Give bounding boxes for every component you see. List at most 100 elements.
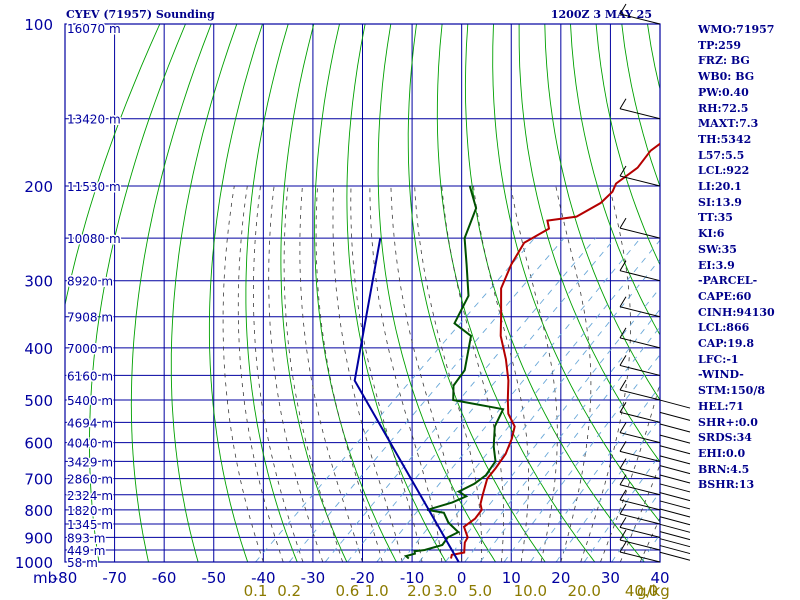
wind-barb-flag bbox=[619, 402, 627, 413]
dry-adiabat bbox=[170, 24, 238, 562]
chart-title: CYEV (71957) Sounding bbox=[66, 8, 215, 21]
stat-line: TT:35 bbox=[698, 211, 733, 225]
stat-line: -PARCEL- bbox=[698, 274, 758, 288]
height-label: 10080 m bbox=[67, 232, 121, 246]
wind-barb-icon bbox=[659, 523, 691, 533]
stat-line: MAXT:7.3 bbox=[698, 117, 759, 131]
dry-adiabat bbox=[407, 24, 546, 562]
mixing-ratio-line bbox=[479, 326, 660, 562]
stat-line: RH:72.5 bbox=[698, 101, 749, 115]
height-label: 449 m bbox=[67, 544, 105, 558]
moist-adiabat bbox=[473, 185, 529, 562]
stat-line: -WIND- bbox=[698, 368, 744, 382]
temperature-tick-label: 40 bbox=[650, 569, 669, 587]
pressure-label: 300 bbox=[24, 273, 53, 291]
temperature-tick-label: -50 bbox=[202, 569, 227, 587]
dry-adiabat bbox=[436, 24, 596, 562]
moist-adiabat bbox=[369, 186, 443, 562]
dry-adiabat bbox=[314, 24, 397, 562]
mixing-ratio-line bbox=[376, 237, 641, 562]
parcel-trace bbox=[353, 237, 460, 562]
pressure-unit-label: mb bbox=[33, 569, 57, 587]
wind-barb-icon bbox=[659, 465, 691, 475]
stat-line: TP:259 bbox=[698, 38, 742, 52]
wind-barb-icon bbox=[659, 516, 691, 526]
dry-adiabat bbox=[346, 24, 447, 562]
temperature-trace bbox=[450, 142, 660, 559]
stat-line: LFC:-1 bbox=[698, 352, 739, 366]
moist-adiabat bbox=[600, 381, 660, 562]
mixing-ratio-label: 10.0 bbox=[514, 582, 547, 600]
mixing-ratio-label: 0.1 bbox=[244, 582, 268, 600]
wind-barb-icon bbox=[659, 531, 691, 541]
wind-barb-flag bbox=[619, 355, 627, 366]
moist-adiabat bbox=[390, 185, 463, 562]
height-label: 2324 m bbox=[67, 489, 113, 503]
wind-barb-icon bbox=[619, 551, 661, 563]
wind-barb-flag bbox=[619, 327, 627, 339]
mixing-ratio-line bbox=[583, 453, 660, 562]
mixing-ratio-label: 3.0 bbox=[433, 582, 457, 600]
height-label: 5400 m bbox=[67, 394, 113, 408]
stat-line: WMO:71957 bbox=[698, 23, 775, 36]
wind-barb-flag bbox=[619, 422, 627, 433]
mixing-ratio-line bbox=[324, 237, 596, 562]
wind-barb-icon bbox=[619, 270, 661, 282]
height-label: 7000 m bbox=[67, 342, 113, 356]
wind-barb-flag bbox=[619, 529, 627, 541]
wind-barb-icon bbox=[659, 445, 691, 455]
height-label: 16070 m bbox=[67, 22, 121, 36]
stat-line: KI:6 bbox=[698, 227, 725, 241]
height-label: 7908 m bbox=[67, 311, 113, 325]
wind-barb-flag bbox=[619, 379, 627, 391]
mixing-ratio-line bbox=[347, 237, 616, 562]
stat-line: CINH:94130 bbox=[698, 305, 775, 319]
moist-adiabat bbox=[299, 185, 363, 562]
mixing-ratio-line bbox=[400, 239, 660, 562]
temperature-tick-label: 30 bbox=[601, 569, 620, 587]
pressure-label: 900 bbox=[24, 529, 53, 547]
pressure-label: 500 bbox=[24, 392, 53, 410]
height-label: 58 m bbox=[67, 556, 98, 570]
temperature-tick-label: -20 bbox=[350, 569, 375, 587]
wind-barbs bbox=[619, 3, 691, 563]
series-group bbox=[353, 142, 660, 562]
wind-barb-icon bbox=[659, 551, 691, 561]
height-label: 13420 m bbox=[67, 113, 121, 127]
wind-barb-icon bbox=[619, 468, 661, 480]
height-label: 8920 m bbox=[67, 275, 113, 289]
wind-barb-icon bbox=[659, 483, 691, 493]
stat-line: BSHR:13 bbox=[698, 478, 755, 492]
mixing-ratio-line bbox=[288, 237, 565, 562]
stat-line: BRN:4.5 bbox=[698, 462, 750, 476]
moist-adiabat bbox=[315, 185, 383, 562]
temperature-tick-label: -70 bbox=[102, 569, 127, 587]
height-label: 2860 m bbox=[67, 473, 113, 487]
height-label: 893 m bbox=[67, 531, 105, 545]
stat-line: TH:5342 bbox=[698, 132, 752, 146]
moist-adiabat bbox=[283, 185, 344, 562]
dry-adiabat bbox=[130, 24, 212, 562]
pressure-label: 200 bbox=[24, 178, 53, 196]
mixing-ratio-line bbox=[530, 385, 660, 562]
moist-adiabat bbox=[441, 185, 504, 562]
wind-barb-flag bbox=[619, 165, 627, 177]
wind-barb-icon bbox=[619, 499, 661, 511]
wind-barb-flag bbox=[619, 217, 627, 229]
stat-line: EI:3.9 bbox=[698, 258, 735, 272]
temperature-tick-label: -80 bbox=[53, 569, 78, 587]
dry-adiabat bbox=[492, 24, 660, 523]
stat-line: SI:13.9 bbox=[698, 195, 742, 209]
wind-barb-icon bbox=[659, 474, 691, 484]
stat-line: PW:0.40 bbox=[698, 85, 749, 99]
wind-barb-icon bbox=[619, 108, 661, 120]
mixing-ratio-label: 20.0 bbox=[568, 582, 601, 600]
stats-panel: WMO:71957 TP:259 FRZ: BG WB0: BG PW:0.40 RH:7… bbox=[698, 22, 798, 493]
mixing-ratio-line bbox=[445, 287, 660, 562]
dry-adiabat bbox=[544, 24, 660, 401]
mixing-ratio-label: 0.2 bbox=[277, 582, 301, 600]
temperature-tick-label: -10 bbox=[400, 569, 425, 587]
stat-line: LCL:922 bbox=[698, 164, 750, 178]
